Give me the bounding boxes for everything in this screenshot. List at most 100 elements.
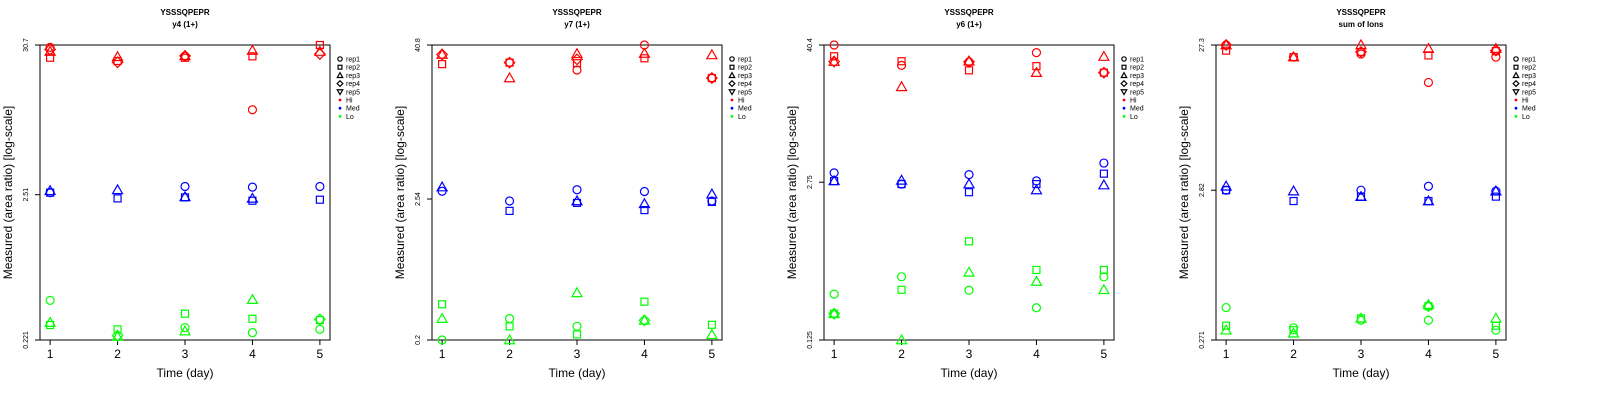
x-tick-label: 1 [1223,347,1230,361]
data-point-med-rep2 [964,188,974,197]
chart-title: YSSSQPEPR [944,8,994,17]
data-point-lo-rep2 [964,237,974,246]
x-axis-label: Time (day) [157,366,214,380]
legend-label-hi: Hi [1522,98,1529,105]
legend-marker-rep3 [1120,71,1128,79]
legend-label-rep4: rep4 [738,81,752,88]
legend-marker-rep2 [1121,64,1127,70]
chart-subtitle: y6 (1+) [956,20,982,29]
data-point-hi-rep2 [897,57,906,66]
data-point-lo-rep4 [828,307,841,320]
data-point-lo-rep1 [437,335,447,345]
data-point-hi-rep2 [1032,62,1041,71]
y-tick-label: 2.54 [415,192,422,206]
data-point-lo-rep1 [896,272,907,282]
x-tick-label: 5 [709,347,716,361]
data-point-med-rep1 [639,186,650,197]
chart-subtitle: sum of Ions [1339,20,1384,29]
y-tick-label: 40.4 [807,38,814,52]
data-point-hi-rep2 [1099,68,1108,77]
data-point-lo-rep1 [1221,302,1231,313]
data-point-med-rep2 [113,194,122,203]
legend-marker-rep5 [336,89,344,96]
legend-dot-lo [1514,115,1518,118]
legend-marker-rep2 [1513,64,1519,70]
data-point-lo-rep2 [1289,326,1298,335]
data-point-lo-rep2 [46,320,55,330]
legend-label-hi: Hi [1130,98,1137,105]
data-point-hi-rep4 [436,48,449,61]
x-tick-label: 5 [317,347,324,361]
data-point-hi-rep3 [178,49,192,61]
data-point-lo-rep1 [1099,272,1109,282]
data-point-lo-rep3 [1489,312,1502,323]
data-point-hi-rep3 [638,47,651,58]
data-point-med-rep3 [962,177,976,189]
data-point-med-rep3 [1030,183,1043,195]
data-point-med-rep2 [1099,169,1108,178]
data-point-hi-rep2 [830,52,839,61]
data-point-med-rep3 [246,192,259,203]
data-point-lo-rep3 [246,293,259,304]
y-axis-label: Measured (area ratio) [log-scale] [1177,106,1191,279]
data-point-hi-rep1 [45,42,55,52]
data-point-hi-rep2 [505,58,514,67]
data-point-lo-rep3 [503,333,516,345]
data-point-hi-rep2 [707,73,716,83]
legend-dot-hi [730,98,734,102]
data-point-lo-rep2 [640,297,649,306]
data-point-hi-rep4 [828,55,841,68]
legend-label-lo: Lo [346,114,354,121]
legend-label-rep2: rep2 [1130,65,1144,72]
data-point-hi-rep3 [111,50,124,62]
chart-panel-2: YSSSQPEPR y7 (1+) 1 2 3 4 5 0.2 2.54 40.8 Time (da… [393,8,752,380]
legend-label-rep4: rep4 [346,81,360,88]
data-point-hi-rep4 [1489,44,1502,57]
chart-title: YSSSQPEPR [1336,8,1386,17]
x-tick-label: 5 [1101,347,1108,361]
data-point-hi-rep2 [640,54,649,63]
data-point-hi-rep1 [1031,48,1042,58]
data-point-med-rep1 [504,196,515,206]
y-tick-label: 40.8 [415,38,422,52]
data-point-hi-rep2 [248,52,257,61]
data-point-med-rep3 [44,184,57,196]
data-point-hi-rep3 [503,71,516,83]
legend-dot-hi [1122,98,1126,102]
data-point-lo-rep2 [438,300,447,309]
x-tick-label: 1 [831,347,838,361]
data-point-med-rep3 [1097,178,1110,190]
y-tick-label: 27.3 [1199,38,1206,52]
data-point-med-rep3 [436,180,449,192]
legend-label-rep1: rep1 [346,57,360,64]
y-axis-label: Measured (area ratio) [log-scale] [393,106,407,279]
data-point-hi-rep3 [1030,66,1043,78]
legend-label-rep5: rep5 [346,89,360,96]
chart-subtitle: y4 (1+) [172,20,198,29]
data-point-lo-rep3 [705,328,718,340]
legend-marker-rep2 [337,64,343,70]
x-tick-label: 1 [439,347,446,361]
data-point-lo-rep3 [1354,312,1368,323]
data-point-hi-rep1 [896,60,907,70]
data-point-hi-rep4 [1354,45,1368,58]
data-point-hi-rep1 [829,40,839,50]
legend-marker-rep1 [1513,56,1519,62]
data-point-lo-rep3 [828,307,841,319]
legend-marker-rep1 [1121,56,1127,62]
data-point-lo-rep2 [505,322,514,331]
data-point-lo-rep3 [1097,283,1110,295]
data-point-lo-rep4 [1422,300,1435,313]
legend-label-rep3: rep3 [1522,73,1536,80]
data-point-hi-rep3 [828,55,841,66]
data-point-med-rep1 [572,185,582,195]
legend-dot-med [1122,106,1126,110]
legend-marker-rep5 [1120,89,1128,96]
data-point-lo-rep1 [572,321,582,331]
data-point-lo-rep2 [1222,321,1231,330]
legend-marker-rep5 [728,89,736,96]
legend-dot-lo [730,115,734,118]
data-point-med-rep1 [1356,185,1366,195]
